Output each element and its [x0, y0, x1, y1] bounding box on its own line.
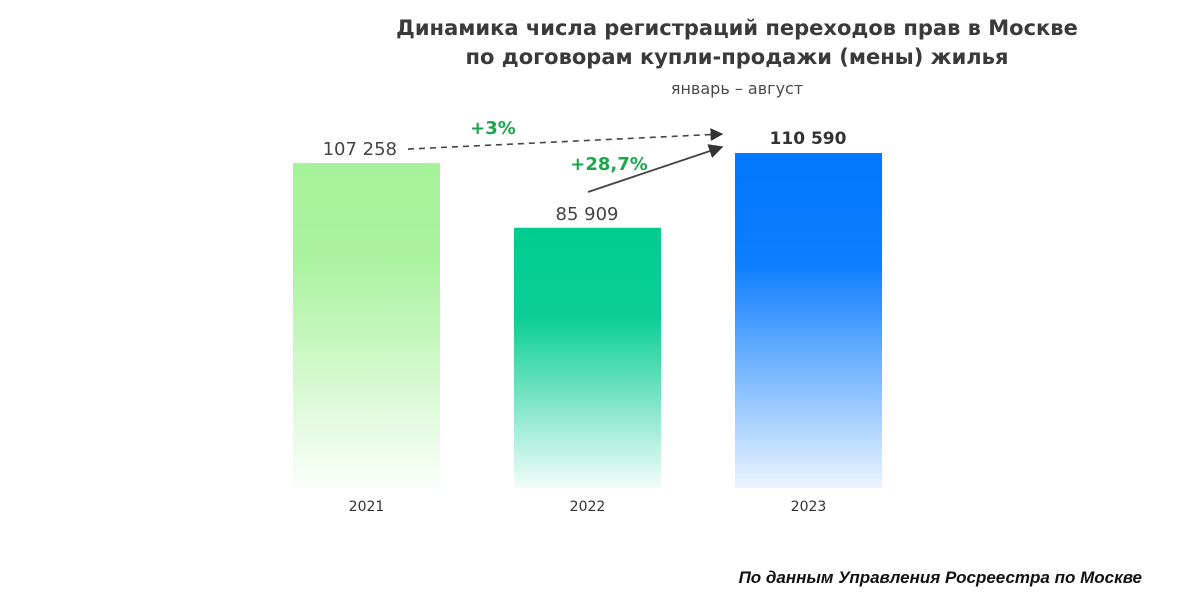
value-label-2021: 107 258: [323, 139, 397, 160]
bar-2021: [293, 163, 440, 488]
chart-title: Динамика числа регистраций переходов пра…: [0, 14, 1200, 72]
chart-title-line2: по договорам купли-продажи (мены) жилья: [465, 45, 1009, 69]
value-label-2023: 110 590: [770, 129, 847, 149]
growth-label-2022-2023: +28,7%: [570, 154, 648, 175]
source-note: По данным Управления Росреестра по Москв…: [738, 568, 1142, 587]
x-tick-label-2022: 2022: [570, 499, 606, 515]
bar-2023: [735, 153, 882, 488]
growth-arrow-dashed: [407, 128, 724, 150]
x-tick-label-2023: 2023: [791, 499, 827, 515]
chart-title-line1: Динамика числа регистраций переходов пра…: [396, 16, 1078, 40]
x-tick-label-2021: 2021: [349, 499, 385, 515]
value-label-2022: 85 909: [556, 204, 619, 225]
growth-label-2021-2023: +3%: [470, 118, 516, 139]
chart-subtitle: январь – август: [670, 79, 804, 98]
bar-2022: [514, 227, 661, 488]
growth-arrow-solid: [587, 144, 724, 193]
